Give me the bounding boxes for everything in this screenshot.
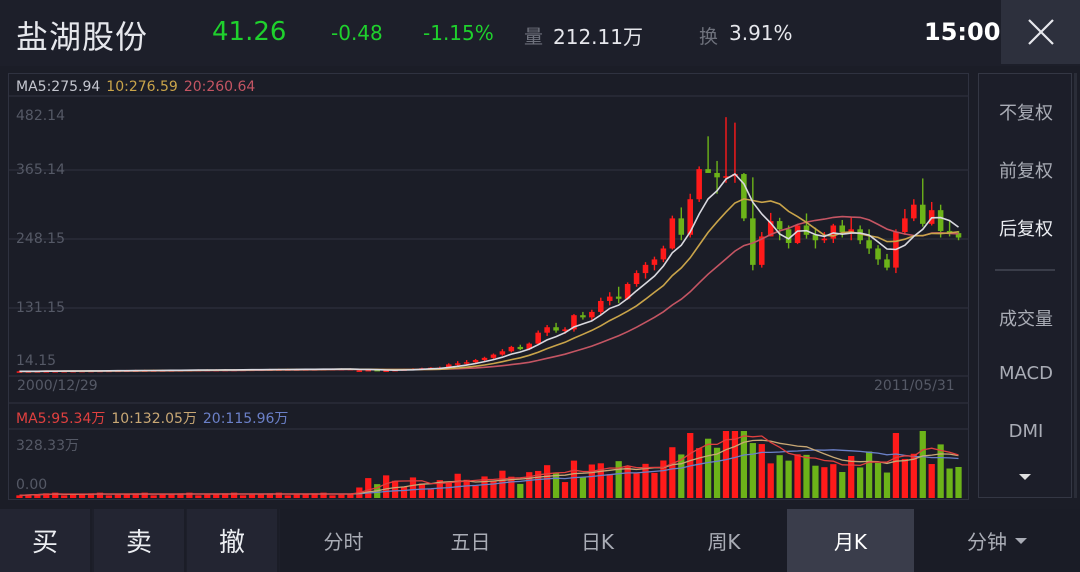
tab-intraday[interactable]: 分时 — [323, 530, 364, 554]
end-date: 2011/05/31 — [874, 378, 955, 394]
kline-chart[interactable] — [9, 74, 969, 500]
last-price: 41.26 — [212, 17, 287, 47]
close-icon — [1027, 19, 1054, 45]
ma5-value: MA5:275.94 — [16, 79, 101, 95]
y-axis-label: 131.15 — [16, 300, 65, 316]
side-item-backward-adjust[interactable]: 后复权 — [999, 219, 1053, 240]
volume-y-max: 328.33万 — [16, 438, 79, 454]
divider — [995, 269, 1055, 271]
tab-weekly-k[interactable]: 周K — [707, 530, 741, 554]
volume-label: 量 — [524, 26, 544, 48]
tab-monthly-k[interactable]: 月K — [787, 509, 914, 572]
tab-minute-dropdown[interactable]: 分钟 — [914, 509, 1080, 572]
vma5-value: MA5:95.34万 — [16, 411, 106, 427]
bottom-toolbar: 买 卖 撤 分时 五日 日K 周K 月K 分钟 — [0, 509, 1080, 572]
vma10-value: 10:132.05万 — [111, 411, 197, 427]
close-button[interactable] — [1001, 0, 1080, 64]
ma20-value: 20:260.64 — [183, 79, 256, 95]
vma20-value: 20:115.96万 — [202, 411, 289, 427]
sell-button[interactable]: 卖 — [94, 509, 186, 572]
side-item-macd[interactable]: MACD — [999, 363, 1053, 384]
cancel-order-button[interactable]: 撤 — [187, 509, 279, 572]
volume-value: 212.11万 — [553, 25, 643, 49]
tab-five-day[interactable]: 五日 — [450, 530, 491, 554]
side-item-no-adjust[interactable]: 不复权 — [999, 103, 1053, 124]
side-item-forward-adjust[interactable]: 前复权 — [999, 161, 1053, 182]
kline-chart-frame[interactable] — [8, 73, 969, 500]
start-date: 2000/12/29 — [17, 378, 98, 394]
price-change: -0.48 — [331, 21, 383, 45]
volume-ma-legend: MA5:95.34万 10:132.05万 20:115.96万 — [16, 408, 294, 428]
turnover-label: 换 — [699, 26, 719, 48]
turnover-value: 3.91% — [729, 21, 793, 45]
y-axis-label: 482.14 — [16, 108, 65, 124]
price-change-percent: -1.15% — [423, 21, 494, 45]
quote-time: 15:00 — [924, 18, 1001, 46]
y-axis-label: 14.15 — [16, 353, 57, 369]
tab-daily-k[interactable]: 日K — [580, 530, 615, 554]
side-item-volume[interactable]: 成交量 — [999, 309, 1053, 330]
y-axis-label: 365.14 — [16, 162, 65, 178]
quote-header: 盐湖股份 41.26 -0.48 -1.15% 量 212.11万 换 3.91… — [0, 0, 1080, 66]
ma10-value: 10:276.59 — [106, 79, 178, 95]
caret-down-icon — [1015, 537, 1027, 544]
period-tabs: 分时 五日 日K 周K 月K 分钟 — [280, 509, 1080, 572]
buy-button[interactable]: 买 — [0, 509, 92, 572]
indicator-side-menu: 不复权 前复权 后复权 成交量 MACD DMI — [978, 73, 1072, 498]
stock-name: 盐湖股份 — [16, 18, 149, 56]
side-item-dmi[interactable]: DMI — [1008, 421, 1044, 442]
tab-minute-label: 分钟 — [967, 530, 1007, 554]
scrollbar[interactable] — [1074, 73, 1077, 498]
price-ma-legend: MA5:275.94 10:276.59 20:260.64 — [16, 79, 261, 95]
caret-down-icon[interactable] — [1019, 474, 1031, 480]
volume-y-min: 0.00 — [16, 477, 48, 493]
y-axis-label: 248.15 — [16, 231, 65, 247]
